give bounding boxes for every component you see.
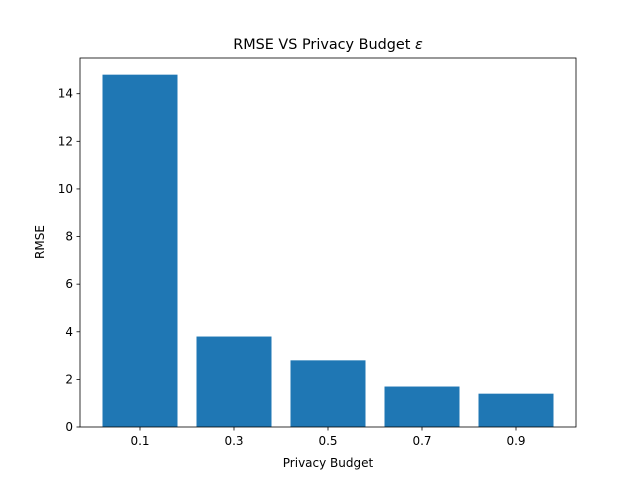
y-tick-label: 6 xyxy=(65,277,73,291)
bar-0.3 xyxy=(196,336,272,427)
bar-0.5 xyxy=(290,360,366,427)
y-tick-label: 8 xyxy=(65,230,73,244)
y-tick-label: 4 xyxy=(65,325,73,339)
chart-title: RMSE VS Privacy Budget ε xyxy=(233,37,423,53)
y-tick-label: 14 xyxy=(58,87,73,101)
y-axis-label: RMSE xyxy=(33,225,47,259)
bar-0.1 xyxy=(102,74,178,427)
x-tick-label: 0.7 xyxy=(412,434,431,448)
x-tick-label: 0.5 xyxy=(318,434,337,448)
bar-0.9 xyxy=(478,393,554,427)
x-axis-label: Privacy Budget xyxy=(283,456,374,470)
x-tick-label: 0.9 xyxy=(506,434,525,448)
bar-0.7 xyxy=(384,386,460,427)
y-axis-ticks: 0 2 4 6 8 10 12 14 xyxy=(58,87,80,434)
plot-frame xyxy=(79,57,577,428)
epsilon-symbol: ε xyxy=(415,37,423,53)
y-tick-label: 10 xyxy=(58,182,73,196)
y-tick-label: 0 xyxy=(65,420,73,434)
x-tick-label: 0.1 xyxy=(130,434,149,448)
bars-layer xyxy=(102,74,554,427)
x-tick-label: 0.3 xyxy=(224,434,243,448)
y-tick-label: 12 xyxy=(58,134,73,148)
x-axis-ticks: 0.1 0.3 0.5 0.7 0.9 xyxy=(130,427,526,448)
y-tick-label: 2 xyxy=(65,372,73,386)
